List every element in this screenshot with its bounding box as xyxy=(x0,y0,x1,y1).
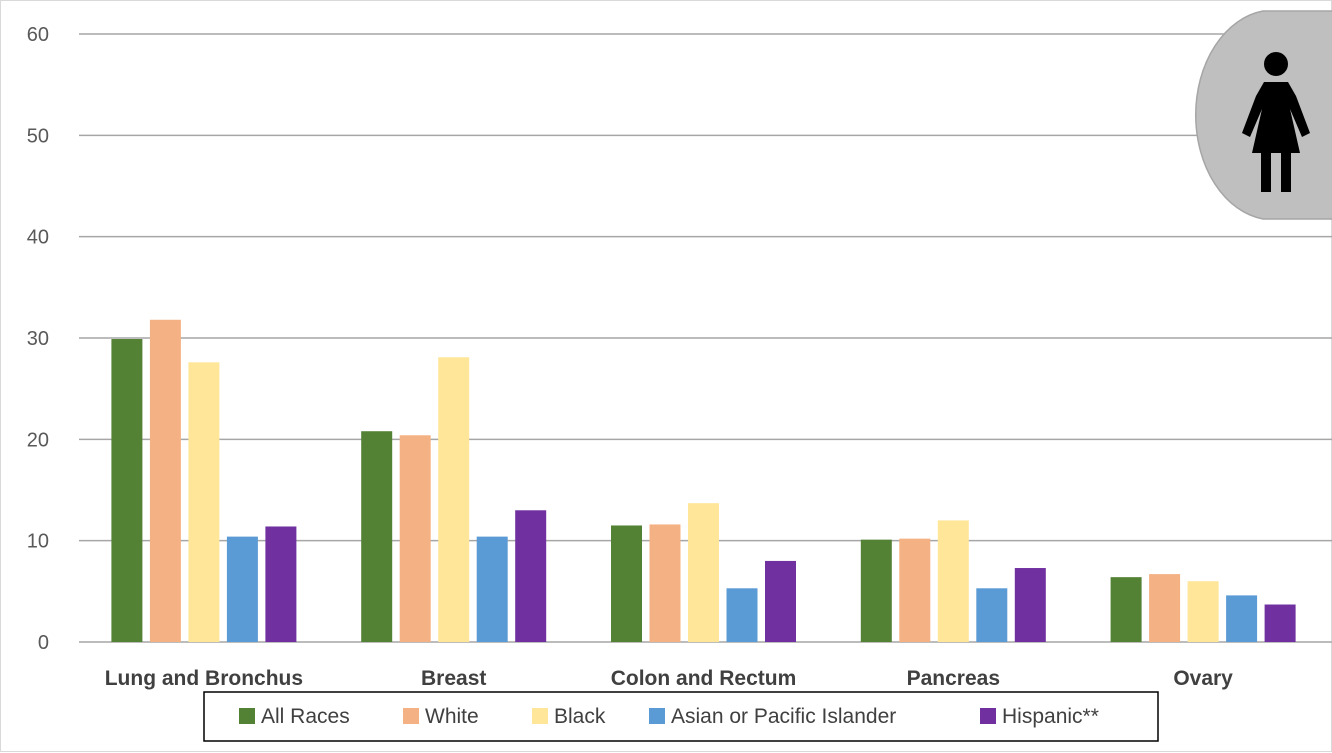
bar xyxy=(611,525,642,642)
bar xyxy=(111,339,143,642)
x-tick-label: Breast xyxy=(421,667,486,690)
bar xyxy=(1264,604,1296,642)
legend-label: White xyxy=(425,705,479,728)
bar xyxy=(515,510,547,642)
legend-label: Black xyxy=(554,705,606,728)
bar xyxy=(265,526,297,642)
bar xyxy=(1187,581,1219,642)
bar xyxy=(226,536,258,642)
bars xyxy=(111,319,1296,642)
legend-swatch xyxy=(532,708,548,724)
legend-swatch xyxy=(649,708,665,724)
female-person-badge xyxy=(1194,10,1332,220)
x-tick-label: Colon and Rectum xyxy=(611,667,797,690)
bar xyxy=(937,520,969,642)
bar xyxy=(361,431,393,642)
legend-swatch xyxy=(239,708,255,724)
bar xyxy=(1226,595,1258,642)
bar xyxy=(1110,577,1142,642)
x-tick-label: Pancreas xyxy=(907,667,1000,690)
y-tick-label: 60 xyxy=(27,24,49,46)
y-tick-label: 50 xyxy=(27,125,49,147)
y-tick-label: 10 xyxy=(27,531,49,553)
bar xyxy=(688,503,719,642)
y-tick-label: 40 xyxy=(27,227,49,249)
legend-box xyxy=(203,691,1159,742)
bar xyxy=(1014,568,1046,642)
bar xyxy=(188,362,220,642)
bar xyxy=(476,536,508,642)
bar xyxy=(399,435,431,642)
y-tick-label: 30 xyxy=(27,328,49,350)
bar xyxy=(649,524,681,642)
bar xyxy=(976,588,1008,642)
bar xyxy=(438,357,470,642)
x-tick-label: Lung and Bronchus xyxy=(105,667,303,690)
legend-swatch xyxy=(403,708,419,724)
bar xyxy=(899,538,931,642)
bar xyxy=(726,588,758,642)
legend: All Races White Black Asian or Pacific Isla… xyxy=(203,691,1159,742)
legend-label: Asian or Pacific Islander xyxy=(671,705,896,728)
legend-swatch xyxy=(980,708,996,724)
female-person-icon xyxy=(1242,52,1310,192)
y-tick-label: 0 xyxy=(38,632,49,654)
x-tick-label: Ovary xyxy=(1173,667,1233,690)
legend-label: All Races xyxy=(261,705,350,728)
bar xyxy=(1149,574,1181,642)
bar xyxy=(765,560,796,642)
bar xyxy=(149,319,181,642)
bar xyxy=(860,539,892,642)
legend-label: Hispanic** xyxy=(1002,705,1099,728)
y-axis-ticks: 0 10 20 30 40 50 60 xyxy=(27,24,49,654)
x-axis-ticks: Lung and Bronchus Breast Colon and Rectum P… xyxy=(105,667,1233,690)
y-tick-label: 20 xyxy=(27,429,49,451)
